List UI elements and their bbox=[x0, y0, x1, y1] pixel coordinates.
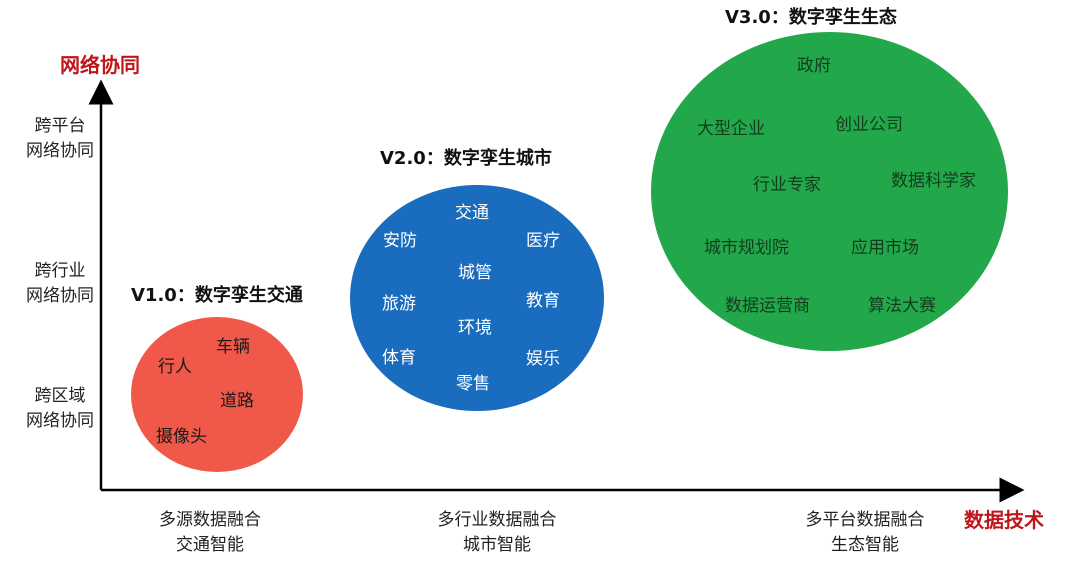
y-axis-title: 网络协同 bbox=[60, 53, 140, 77]
stage-item: 数据运营商 bbox=[725, 296, 810, 316]
stage-item: 道路 bbox=[220, 391, 254, 411]
stage-item: 交通 bbox=[455, 203, 489, 223]
x-axis-title: 数据技术 bbox=[964, 508, 1044, 532]
stage-v3-title: V3.0：数字孪生生态 bbox=[725, 7, 897, 28]
stage-item: 体育 bbox=[382, 348, 416, 368]
x-level-multi-industry: 多行业数据融合 城市智能 bbox=[397, 508, 597, 558]
stage-v2-circle: 交通 安防 医疗 城管 旅游 教育 环境 体育 娱乐 零售 bbox=[350, 185, 604, 411]
stage-item: 医疗 bbox=[526, 231, 560, 251]
x-level-line1: 多源数据融合 bbox=[159, 510, 261, 530]
stage-v1-circle: 车辆 行人 道路 摄像头 bbox=[131, 317, 303, 472]
stage-item: 应用市场 bbox=[851, 238, 919, 258]
stage-item: 行人 bbox=[158, 357, 192, 377]
stage-v3-circle: 政府 大型企业 创业公司 行业专家 数据科学家 城市规划院 应用市场 数据运营商… bbox=[651, 32, 1008, 351]
stage-item: 摄像头 bbox=[156, 427, 207, 447]
x-level-line1: 多平台数据融合 bbox=[805, 510, 925, 530]
y-level-line2: 网络协同 bbox=[26, 411, 94, 431]
y-level-line1: 跨平台 bbox=[34, 116, 86, 136]
x-level-multi-source: 多源数据融合 交通智能 bbox=[110, 508, 310, 558]
x-level-multi-platform: 多平台数据融合 生态智能 bbox=[765, 508, 965, 558]
stage-item: 环境 bbox=[458, 318, 492, 338]
stage-v2-title: V2.0：数字孪生城市 bbox=[380, 148, 552, 169]
y-level-cross-industry: 跨行业 网络协同 bbox=[10, 259, 110, 309]
y-level-line1: 跨区域 bbox=[34, 386, 86, 406]
stage-item: 算法大赛 bbox=[868, 296, 936, 316]
stage-v1-title: V1.0：数字孪生交通 bbox=[131, 285, 303, 306]
y-level-line2: 网络协同 bbox=[26, 141, 94, 161]
x-level-line1: 多行业数据融合 bbox=[437, 510, 557, 530]
stage-item: 城管 bbox=[458, 263, 492, 283]
stage-item: 城市规划院 bbox=[704, 238, 789, 258]
y-level-cross-region: 跨区域 网络协同 bbox=[10, 384, 110, 434]
stage-item: 娱乐 bbox=[526, 349, 560, 369]
y-level-line2: 网络协同 bbox=[26, 286, 94, 306]
stage-item: 旅游 bbox=[382, 294, 416, 314]
stage-item: 教育 bbox=[526, 291, 560, 311]
y-level-cross-platform: 跨平台 网络协同 bbox=[10, 114, 110, 164]
stage-item: 行业专家 bbox=[753, 175, 821, 195]
stage-item: 车辆 bbox=[216, 337, 250, 357]
stage-item: 零售 bbox=[456, 374, 490, 394]
stage-item: 创业公司 bbox=[835, 115, 903, 135]
x-level-line2: 城市智能 bbox=[463, 535, 531, 555]
y-level-line1: 跨行业 bbox=[34, 261, 86, 281]
stage-item: 数据科学家 bbox=[891, 171, 976, 191]
stage-item: 大型企业 bbox=[697, 119, 765, 139]
stage-item: 安防 bbox=[383, 231, 417, 251]
x-level-line2: 生态智能 bbox=[831, 535, 899, 555]
x-level-line2: 交通智能 bbox=[176, 535, 244, 555]
stage-item: 政府 bbox=[797, 56, 831, 76]
